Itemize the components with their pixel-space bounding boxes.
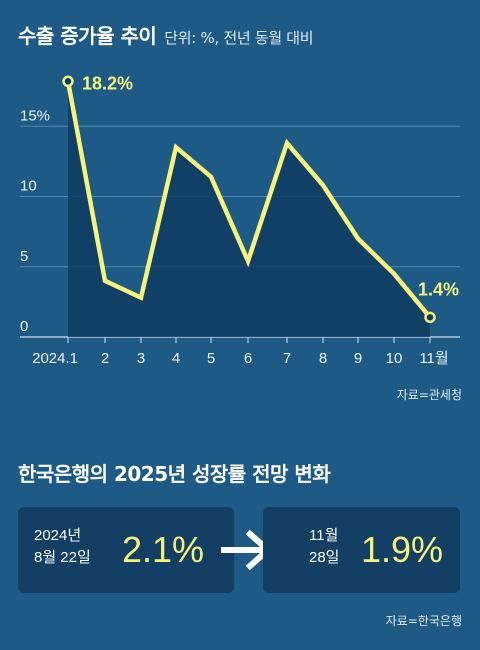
y-tick-label: 10: [20, 178, 37, 195]
data-point-marker: [424, 311, 436, 324]
x-tick-label: 8: [319, 350, 327, 367]
forecast-after-value: 1.9%: [361, 529, 444, 570]
chart-title: 수출 증가율 추이: [18, 24, 157, 48]
y-tick-label: 5: [20, 248, 28, 265]
forecast-title: 한국은행의 2025년 성장률 전망 변화: [18, 462, 331, 486]
forecast-before-date-line1: 2024년: [34, 527, 82, 544]
forecast-before-value: 2.1%: [122, 529, 205, 570]
x-tick-label: 2024.1: [32, 350, 78, 367]
x-tick-label: 5: [207, 350, 215, 367]
y-tick-label: 0: [20, 318, 28, 335]
forecast-before-date-line2: 8월 22일: [34, 549, 91, 566]
chart-header: 수출 증가율 추이 단위: %, 전년 동월 대비: [18, 20, 314, 49]
x-tick-label: 9: [354, 350, 362, 367]
forecast-card-after: 11월 28일 1.9%: [263, 507, 460, 593]
chart-source: 자료=관세청: [396, 388, 462, 402]
forecast-after-date-line2: 28일: [309, 549, 340, 566]
forecast-after-date: 11월 28일: [309, 525, 340, 569]
x-tick-label: 10: [386, 350, 403, 367]
forecast-source: 자료=한국은행: [385, 614, 462, 628]
data-label: 1.4%: [418, 279, 459, 299]
chart-unit-note: 단위: %, 전년 동월 대비: [164, 29, 314, 47]
forecast-after-date-line1: 11월: [309, 527, 339, 544]
x-tick-label: 11월: [419, 350, 448, 367]
data-point-marker: [62, 75, 74, 88]
x-tick-label: 3: [137, 350, 145, 367]
x-tick-label: 2: [101, 350, 109, 367]
series-line: [65, 79, 433, 320]
forecast-card-before: 2024년 8월 22일 2.1%: [18, 507, 234, 593]
x-tick-label: 4: [172, 350, 180, 367]
y-tick-label: 15%: [20, 107, 50, 124]
forecast-before-date: 2024년 8월 22일: [34, 525, 91, 569]
x-tick-label: 7: [283, 350, 291, 367]
data-label: 18.2%: [82, 73, 133, 93]
x-tick-label: 6: [244, 350, 252, 367]
export-growth-chart: 0 5 10 15% 2024.1 2 3 4 5 6 7 8 9 10 11월 18.2% 1.4%: [20, 73, 460, 367]
series-area: [68, 81, 430, 337]
